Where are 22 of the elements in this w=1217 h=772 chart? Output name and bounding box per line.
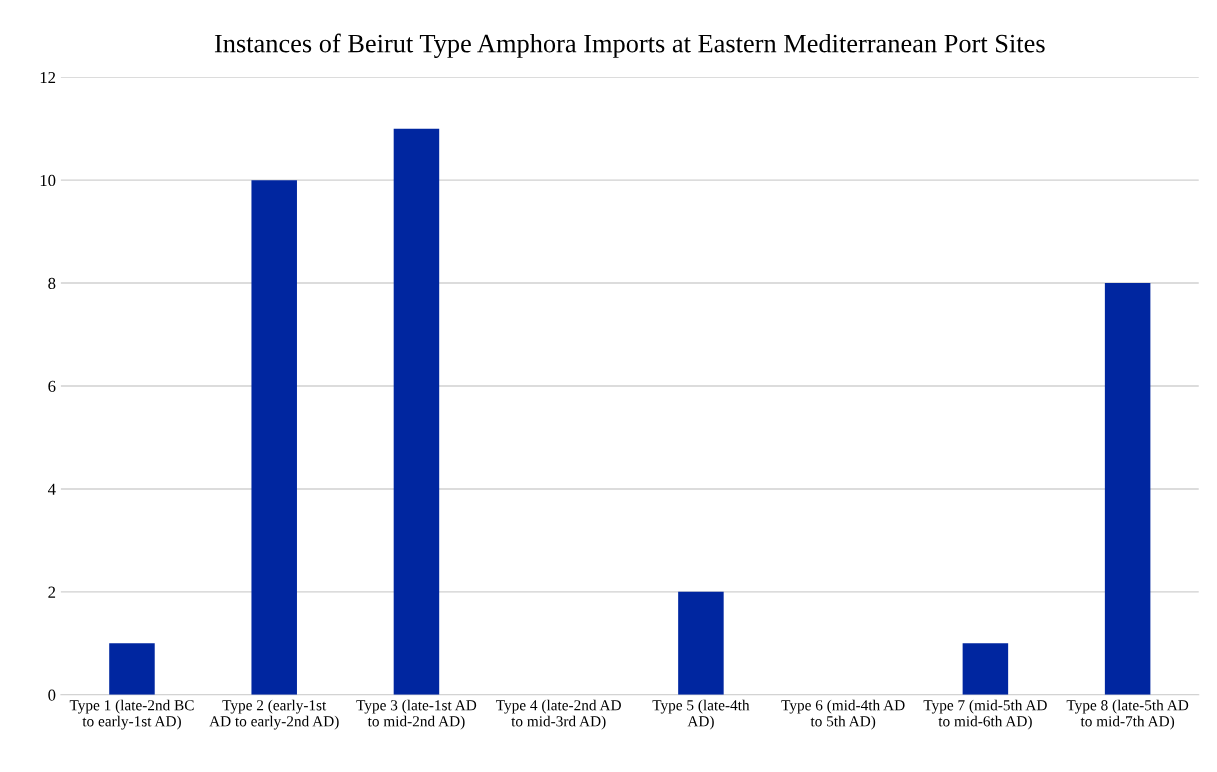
x-tick-label: Type 3 (late-1st AD to mid-2nd AD) [356,699,477,730]
bar [393,128,440,695]
x-tick-label: Type 8 (late-5th AD to mid-7th AD) [1066,699,1189,730]
y-tick-label: 0 [48,689,56,701]
y-tick-label: 2 [48,586,56,598]
x-tick-label: Type 5 (late-4th AD) [652,699,750,730]
x-tick-label: Type 7 (mid-5th AD to mid-6th AD) [923,699,1047,730]
bar [109,643,155,695]
y-tick-label: 6 [48,380,56,392]
x-tick-label: Type 1 (late-2nd BC to early-1st AD) [69,699,194,730]
chart-title: Instances of Beirut Type Amphora Imports at Eastern Mediterranean Port Sites [214,33,1045,58]
y-tick-label: 12 [40,71,56,83]
x-tick-label: Type 4 (late-2nd AD to mid-3rd AD) [496,699,621,730]
bar [962,643,1009,695]
x-tick-label: Type 6 (mid-4th AD to 5th AD) [781,699,905,730]
x-tick-label: Type 2 (early-1st AD to early-2nd AD) [209,699,339,730]
bar [678,591,724,695]
y-tick-label: 8 [48,277,56,290]
bar [251,180,297,695]
bar [1104,283,1151,695]
y-tick-label: 10 [40,174,56,187]
y-tick-label: 4 [47,483,56,495]
